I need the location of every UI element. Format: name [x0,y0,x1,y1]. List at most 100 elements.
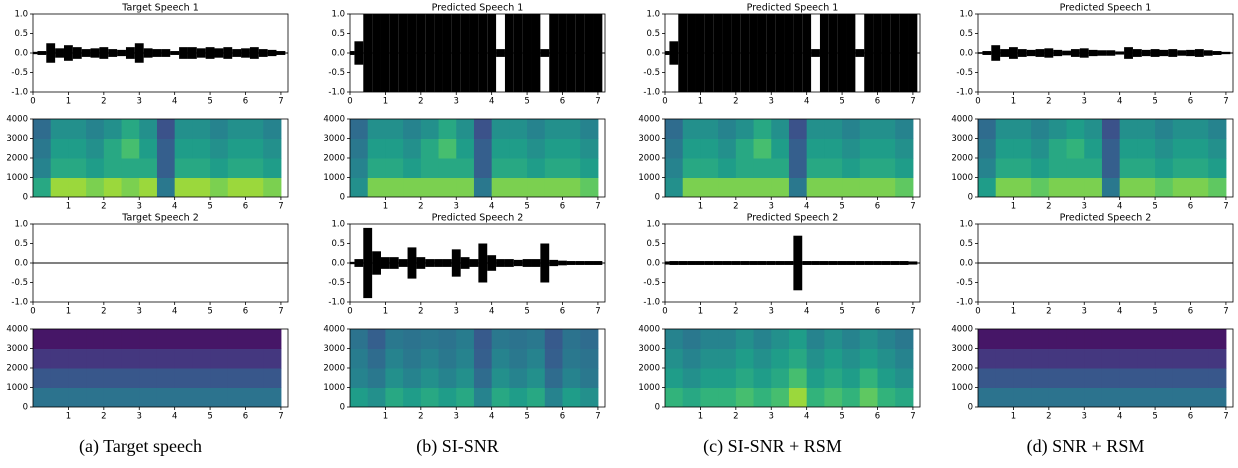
y-tick-label: 1.0 [14,220,28,230]
y-tick-label: 0.5 [14,29,28,39]
spectrogram-cell [1013,158,1032,178]
y-tick-label: 0 [655,193,660,203]
spectrogram-cell [580,368,599,388]
y-tick-label: 1.0 [331,10,345,20]
spectrogram-cell [1048,177,1068,197]
wave-envelope [549,259,559,267]
spectrogram-cell [842,119,861,139]
y-tick-label: 1000 [638,173,660,183]
x-tick-label: 5 [524,97,529,107]
wave-envelope [775,14,785,92]
spectrogram-cell [895,348,914,369]
spectrogram-cell [788,368,808,388]
spectrogram-cell [978,368,997,388]
y-tick-label: 2000 [951,364,973,374]
spectrogram-cell [420,158,440,178]
y-tick-label: -1.0 [643,298,660,308]
x-tick-label: 5 [524,202,529,212]
spectrogram-cell [788,329,808,349]
y-tick-label: 1000 [6,173,28,183]
y-tick-label: 1000 [323,173,345,183]
spectrogram-cell [682,158,701,178]
spectrogram-cell [68,177,87,197]
y-tick-label: 0.0 [331,259,345,269]
spectrogram-cell [210,368,229,388]
spectrogram-cell [50,158,69,178]
wave-envelope [179,47,188,59]
x-tick-label: 4 [804,412,809,422]
spectrogram-cell [174,348,193,369]
wave-envelope [793,235,803,291]
spectrogram-cell [473,368,493,388]
x-tick-label: 2 [418,97,423,107]
y-tick-label: 3000 [6,344,28,354]
spectrogram-cell [1066,158,1085,178]
wave-envelope [982,51,992,55]
spectrogram-cell [1013,348,1032,369]
wave-envelope [1097,50,1107,56]
spectrogram-cell [438,387,457,407]
spectrogram-cell [210,348,229,369]
x-tick-label: 2 [418,202,423,212]
y-tick-label: -1.0 [11,298,28,308]
wave-envelope [63,45,73,61]
spectrogram-cell [1101,138,1121,159]
wave-envelope [811,261,820,265]
wave-envelope [55,48,64,58]
spectrogram-cell [1119,348,1138,369]
x-tick-label: 3 [454,307,459,317]
spectrogram-cell [1048,138,1068,159]
spectrogram-cell [1013,329,1032,349]
spectrogram-cell [1031,158,1050,178]
wave-envelope [899,261,909,265]
y-tick-label: 3000 [323,134,345,144]
spectrogram-cell [438,158,457,178]
spectrogram-cell [580,387,599,407]
wave-envelope [496,49,505,57]
wave-envelope [99,47,109,59]
wave-envelope [214,48,224,58]
spectrogram-cell [562,119,581,139]
spectrogram-cell [491,158,510,178]
spectrogram-cell [367,119,386,139]
x-tick-label: 6 [875,202,880,212]
wave-envelope [487,255,497,271]
wave-envelope [425,259,435,267]
spectrogram-cell [227,368,246,388]
x-tick-label: 6 [560,307,565,317]
x-tick-label: 5 [839,307,844,317]
wave-envelope [496,259,505,267]
spectrogram-cell [1208,138,1227,159]
spectrogram-cell [788,158,808,178]
wave-envelope [1026,49,1036,57]
x-tick-label: 7 [278,412,283,422]
spectrogram-cell [403,138,422,159]
spectrogram-cell [842,368,861,388]
spectrogram-cell [139,368,158,388]
x-tick-label: 4 [804,307,809,317]
spectrogram-cell [403,387,422,407]
spectrogram-cell [420,177,440,197]
spectrogram-cell [562,368,581,388]
wave-envelope [819,261,829,265]
spectrogram-cell [1208,348,1227,369]
spectrogram-cell [1066,119,1085,139]
y-tick-label: 3000 [6,134,28,144]
wave-envelope [350,261,355,265]
plot-area [33,43,288,63]
spectrogram-cell [1137,348,1156,369]
spectrogram-cell [420,329,440,349]
wave-envelope [504,259,514,267]
y-tick-label: 4000 [951,325,973,335]
caption: (a) Target speech [79,436,202,457]
wave-envelope [416,257,426,269]
x-tick-label: 2 [733,412,738,422]
spectrogram-cell [682,329,701,349]
spectrogram-cell [245,119,264,139]
spectrogram-cell [1155,329,1174,349]
spectrogram-cell [350,158,369,178]
chart-title: Predicted Speech 1 [1060,3,1152,14]
spectrogram-cell [1119,368,1138,388]
x-tick-label: 3 [769,307,774,317]
x-tick-label: 3 [1082,202,1087,212]
